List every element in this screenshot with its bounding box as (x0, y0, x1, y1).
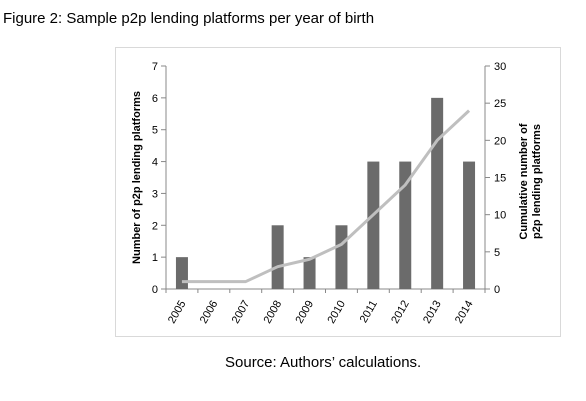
y-tick-label: 4 (152, 157, 158, 169)
y2-axis-title-line2: p2p lending platforms (531, 124, 543, 239)
y-tick-label: 1 (152, 252, 158, 264)
bars-layer (175, 97, 476, 289)
bar (335, 225, 348, 289)
x-tick-label: 2014 (453, 299, 476, 326)
x-tick-label: 2007 (230, 299, 253, 326)
y2-tick-label: 25 (494, 98, 506, 110)
x-tick-label: 2005 (166, 299, 189, 326)
y2-tick-label: 30 (494, 61, 506, 73)
bar (303, 257, 316, 289)
y2-tick-label: 5 (494, 247, 500, 259)
x-tick-label: 2009 (294, 299, 317, 326)
bar (431, 97, 444, 289)
y2-tick-label: 10 (494, 210, 506, 222)
y-tick-label: 2 (152, 220, 158, 232)
y-tick-label: 5 (152, 125, 158, 137)
y2-tick-label: 20 (494, 135, 506, 147)
line-layer (181, 109, 471, 284)
x-tick-label: 2013 (421, 299, 444, 326)
figure-title: Figure 2: Sample p2p lending platforms p… (3, 10, 375, 27)
bar (399, 161, 412, 289)
x-tick-label: 2011 (358, 299, 380, 325)
bar (463, 161, 476, 289)
y-tick-label: 6 (152, 93, 158, 105)
y2-axis-title-line1: Cumulative number of (518, 123, 530, 239)
x-tick-label: 2012 (389, 299, 412, 326)
x-tick-label: 2006 (198, 299, 221, 326)
x-tick-label: 2010 (325, 299, 348, 326)
x-tick-label: 2008 (262, 299, 285, 326)
y-axis-title: Number of p2p lending platforms (131, 91, 143, 264)
bar (175, 257, 188, 289)
bar (367, 161, 380, 289)
y-tick-label: 7 (152, 61, 158, 73)
y-tick-label: 3 (152, 188, 158, 200)
cumulative-line (181, 109, 471, 284)
y2-tick-label: 0 (494, 284, 500, 296)
bar (271, 225, 284, 289)
y-tick-label: 0 (152, 284, 158, 296)
source-note: Source: Authors’ calculations. (225, 354, 422, 371)
chart-frame (115, 47, 561, 337)
y2-tick-label: 15 (494, 173, 506, 185)
